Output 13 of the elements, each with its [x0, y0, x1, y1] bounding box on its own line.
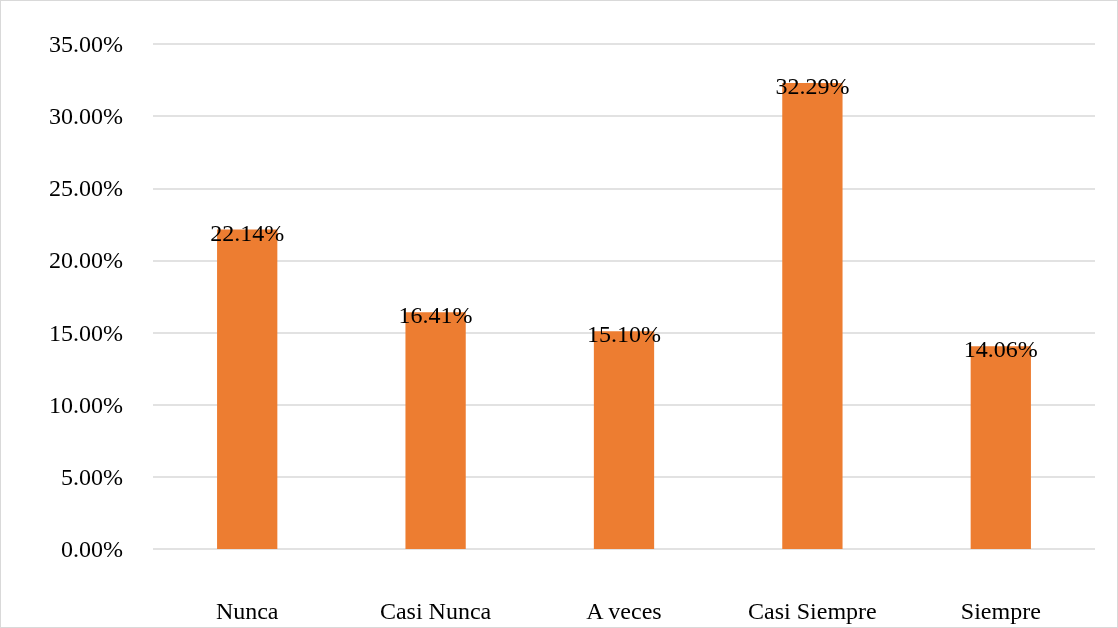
x-tick-label: Casi Nunca [379, 598, 492, 624]
x-tick-label: Siempre [960, 598, 1041, 624]
y-tick-label: 25.00% [49, 175, 123, 202]
y-tick-label: 35.00% [49, 31, 123, 57]
x-tick-label: Casi Siempre [748, 598, 877, 624]
y-tick-label: 0.00% [61, 536, 123, 562]
y-tick-label: 20.00% [49, 247, 123, 274]
y-tick-label: 10.00% [49, 391, 123, 418]
y-tick-label: 15.00% [49, 319, 123, 346]
y-tick-label: 5.00% [61, 463, 123, 490]
x-tick-label: A veces [586, 598, 662, 624]
x-tick-label: Nunca [215, 598, 279, 624]
y-tick-label: 30.00% [49, 103, 123, 130]
